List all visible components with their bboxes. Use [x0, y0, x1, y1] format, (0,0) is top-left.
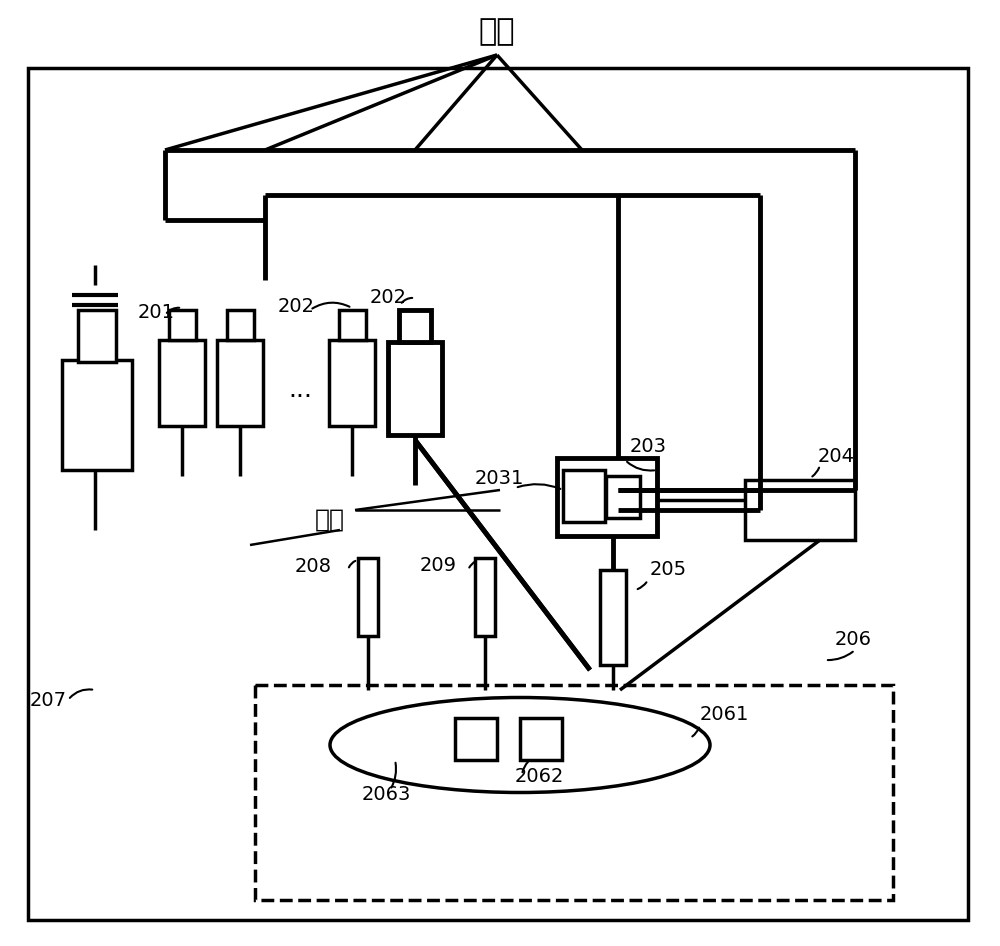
Text: 管线: 管线: [479, 17, 515, 46]
Text: 202: 202: [370, 288, 407, 307]
Bar: [388, 342, 442, 435]
Bar: [520, 718, 562, 760]
Text: 2062: 2062: [515, 767, 564, 786]
Text: 202: 202: [278, 297, 315, 316]
Text: 管线: 管线: [315, 508, 345, 532]
Bar: [159, 340, 205, 426]
Text: 205: 205: [650, 560, 687, 579]
Bar: [745, 480, 855, 540]
Bar: [169, 310, 196, 340]
Bar: [563, 470, 605, 522]
Bar: [255, 685, 893, 900]
Bar: [217, 340, 263, 426]
Text: 208: 208: [295, 557, 332, 576]
Text: 206: 206: [835, 630, 872, 649]
Text: 207: 207: [30, 691, 67, 710]
Text: 201: 201: [138, 303, 175, 322]
Text: ...: ...: [288, 378, 312, 402]
Bar: [78, 310, 116, 362]
Text: 203: 203: [630, 437, 667, 456]
Ellipse shape: [330, 697, 710, 793]
Bar: [339, 310, 366, 340]
Bar: [557, 458, 657, 536]
Text: 2061: 2061: [700, 705, 749, 724]
Bar: [358, 558, 378, 636]
Bar: [62, 360, 132, 470]
Bar: [475, 558, 495, 636]
Text: 2031: 2031: [475, 469, 524, 488]
Text: 2063: 2063: [362, 785, 411, 804]
Bar: [227, 310, 254, 340]
Text: 204: 204: [818, 447, 855, 466]
Bar: [329, 340, 375, 426]
Bar: [455, 718, 497, 760]
Bar: [606, 476, 640, 518]
Bar: [600, 570, 626, 665]
Bar: [399, 310, 431, 342]
Text: 209: 209: [420, 556, 457, 575]
